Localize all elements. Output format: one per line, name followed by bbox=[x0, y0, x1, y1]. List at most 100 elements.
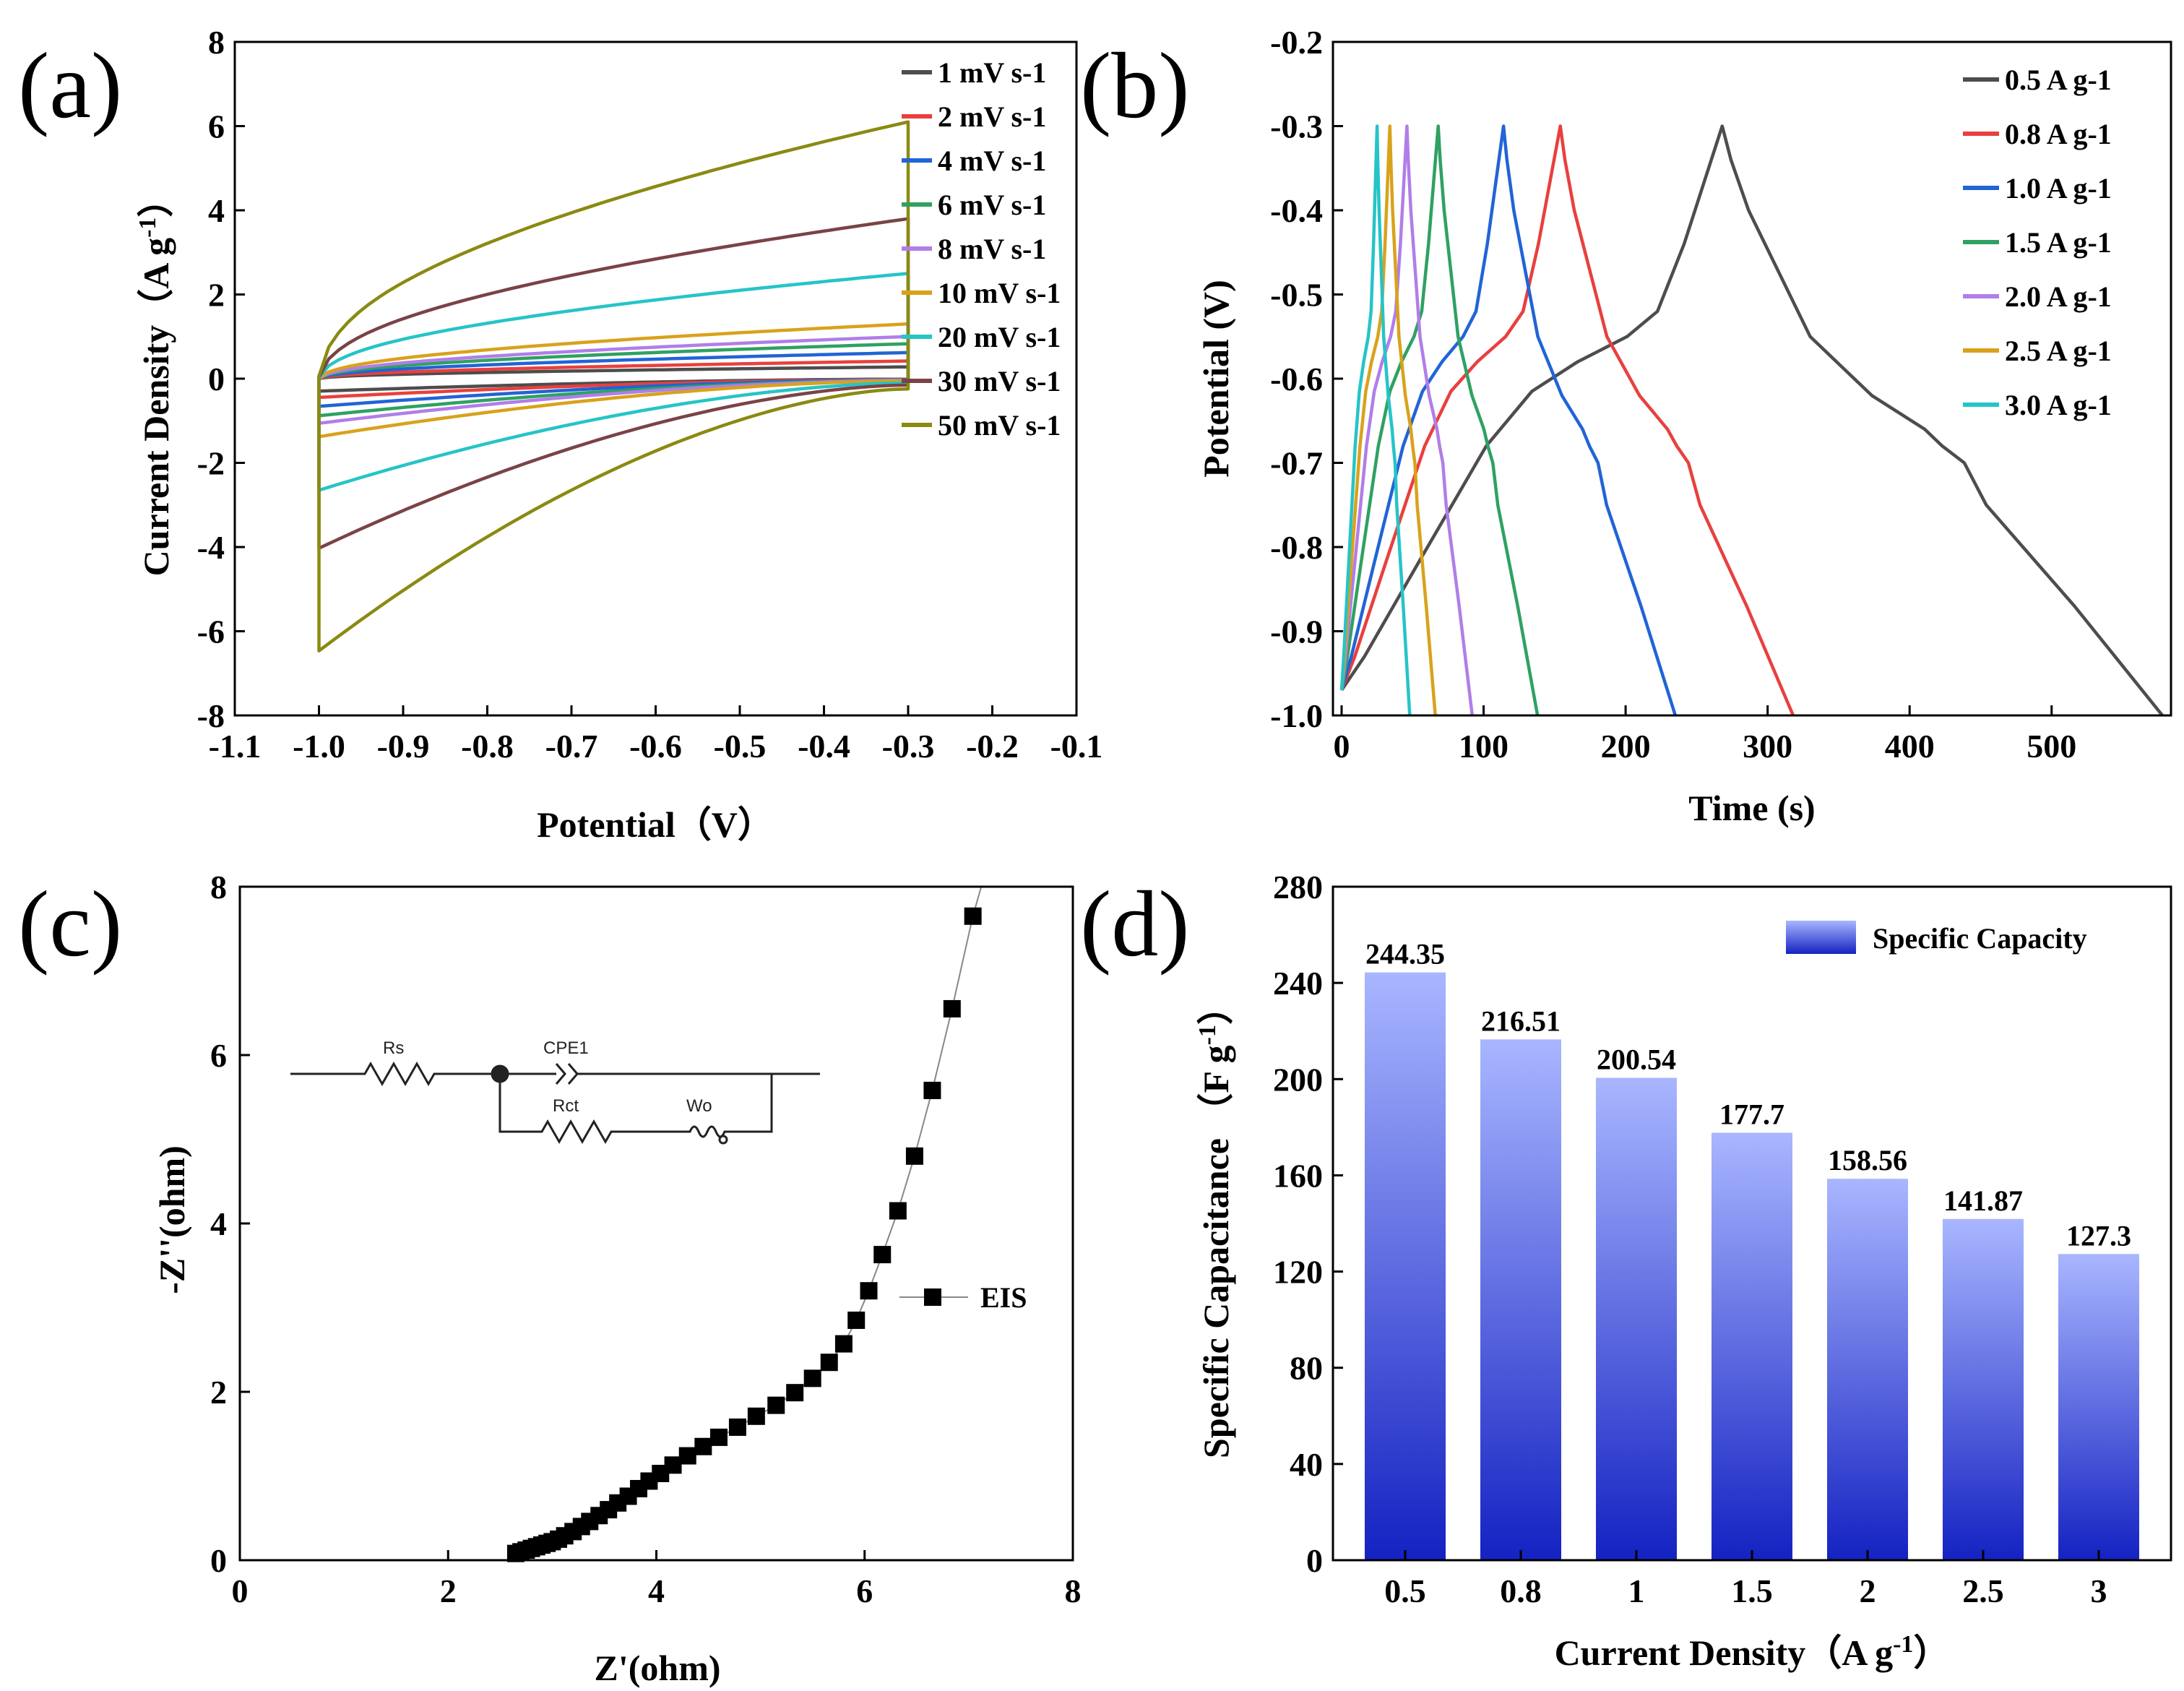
panel-c-x-label: Z'(ohm) bbox=[595, 1648, 721, 1688]
panel-b-legend-text-4: 2.0 A g-1 bbox=[2005, 280, 2112, 313]
panel-d-y-tick-label: 40 bbox=[1290, 1446, 1323, 1483]
warburg-marker bbox=[718, 1135, 728, 1145]
panel-b-y-tick-label: -0.8 bbox=[1270, 529, 1323, 566]
panel-b-letter: (b) bbox=[1080, 34, 1190, 138]
panel-d-x-tick-label: 2.5 bbox=[1962, 1572, 2004, 1609]
panel-c-y-tick-label: 6 bbox=[210, 1037, 227, 1074]
panel-a-legend-text-8: 50 mV s-1 bbox=[938, 409, 1061, 442]
panel-c-x-tick-label: 0 bbox=[232, 1572, 249, 1609]
panel-a-x-tick-label: -1.0 bbox=[293, 728, 345, 765]
bar-value-label-0: 244.35 bbox=[1365, 938, 1445, 971]
panel-c-y-tick-label: 8 bbox=[210, 869, 227, 905]
eis-point-35 bbox=[905, 1147, 923, 1165]
resistor-rs bbox=[290, 1061, 500, 1087]
gcd-curve-2 bbox=[1339, 124, 1678, 716]
panel-d-x-tick-label: 1.5 bbox=[1731, 1572, 1773, 1609]
panel-a-legend-text-6: 20 mV s-1 bbox=[938, 321, 1061, 353]
panel-b-legend: 0.5 A g-1 0.8 A g-1 1.0 A g-1 1.5 A g-1 2.0 … bbox=[1963, 64, 2112, 421]
panel-a-x-tick-label: -0.8 bbox=[461, 728, 514, 765]
panel-b-y-label: Potential (V) bbox=[1196, 280, 1236, 478]
eis-point-21 bbox=[678, 1447, 696, 1465]
panel-b-y-tick-label: -0.6 bbox=[1270, 361, 1323, 397]
panel-a-legend-text-4: 8 mV s-1 bbox=[938, 233, 1046, 265]
panel-a-x-tick-label: -0.5 bbox=[714, 728, 767, 765]
bar-value-label-1: 216.51 bbox=[1481, 1004, 1561, 1037]
panel-b-legend-text-5: 2.5 A g-1 bbox=[2005, 335, 2112, 367]
panel-c-y-tick-label: 0 bbox=[210, 1542, 227, 1579]
panel-b-x-tick-label: 300 bbox=[1743, 728, 1792, 765]
panel-d-legend: Specific Capacity bbox=[1786, 921, 2087, 955]
eis-line bbox=[515, 886, 983, 1554]
eis-point-32 bbox=[860, 1282, 878, 1300]
panel-d-legend-text: Specific Capacity bbox=[1873, 922, 2087, 955]
eis-point-27 bbox=[786, 1384, 804, 1402]
panel-b-legend-text-3: 1.5 A g-1 bbox=[2005, 226, 2112, 259]
panel-c-plot-area bbox=[506, 886, 983, 1562]
panel-c-y-tick-label: 2 bbox=[210, 1374, 227, 1411]
panel-b-plot-area bbox=[1339, 124, 2164, 717]
panel-a-x-tick-label: -0.4 bbox=[798, 728, 850, 765]
panel-b-x-tick-label: 100 bbox=[1459, 728, 1508, 765]
bar-5 bbox=[1943, 1218, 2024, 1560]
panel-d-plot-area: 244.35 216.51 200.54 177.7 158.56 141.87 127.3 bbox=[1365, 938, 2139, 1560]
panel-a-legend-text-5: 10 mV s-1 bbox=[938, 277, 1061, 309]
panel-c-legend-marker bbox=[924, 1288, 941, 1306]
panel-a-y-label: Current Density（A g-1） bbox=[134, 181, 176, 577]
panel-b-x-label: Time (s) bbox=[1688, 788, 1815, 828]
panel-a-y-tick-label: 6 bbox=[208, 108, 225, 145]
eis-point-20 bbox=[664, 1456, 682, 1474]
eis-point-29 bbox=[820, 1354, 838, 1372]
panel-a-legend-text-2: 4 mV s-1 bbox=[938, 145, 1046, 177]
panel-b-x-tick-label: 0 bbox=[1334, 728, 1350, 765]
eis-point-30 bbox=[834, 1335, 853, 1353]
eis-point-22 bbox=[694, 1437, 712, 1455]
panel-b-y-tick-label: -0.7 bbox=[1270, 445, 1323, 482]
resistor-rct-warburg bbox=[498, 1074, 773, 1145]
panel-d-legend-swatch bbox=[1786, 921, 1856, 954]
panel-a-plot-area bbox=[317, 120, 910, 653]
panel-a-x-tick-label: -0.7 bbox=[545, 728, 598, 765]
panel-a-y-tick-label: 8 bbox=[208, 24, 225, 61]
eis-point-23 bbox=[709, 1428, 728, 1446]
panel-b-x-tick-label: 500 bbox=[2027, 728, 2076, 765]
panel-a-y-tick-label: -8 bbox=[197, 697, 225, 734]
panel-d-y-tick-label: 280 bbox=[1273, 869, 1323, 905]
panel-d-y-label: Specific Capacitance （F g-1） bbox=[1194, 989, 1236, 1458]
panel-d-x-label: Current Density（A g-1） bbox=[1555, 1631, 1950, 1673]
panel-c-legend: EIS bbox=[899, 1281, 1027, 1314]
circuit-label-cpe1: CPE1 bbox=[543, 1038, 589, 1058]
equivalent-circuit-inset bbox=[290, 1061, 820, 1145]
panel-a-x-tick-label: -0.6 bbox=[629, 728, 682, 765]
panel-d-y-tick-label: 240 bbox=[1273, 965, 1323, 1002]
panel-a-y-tick-label: -6 bbox=[197, 614, 225, 650]
panel-d-y-tick-label: 120 bbox=[1273, 1254, 1323, 1291]
cv-curve-8 bbox=[317, 120, 910, 653]
gcd-curve-4 bbox=[1339, 124, 1475, 716]
circuit-label-rs: Rs bbox=[383, 1038, 404, 1058]
panel-b-y-tick-label: -0.4 bbox=[1270, 192, 1323, 229]
bar-value-label-5: 141.87 bbox=[1943, 1184, 2023, 1217]
panel-d-y-tick-label: 0 bbox=[1306, 1542, 1323, 1579]
panel-a-x-tick-label: -0.2 bbox=[966, 728, 1019, 765]
panel-b-y-ticks: -0.2 -0.3 -0.4 -0.5 -0.6 -0.7 -0.8 -0.9 -1.0 bbox=[1270, 24, 1343, 734]
panel-c-x-tick-label: 6 bbox=[856, 1572, 873, 1609]
panel-c-legend-text: EIS bbox=[980, 1281, 1027, 1314]
bar-0 bbox=[1365, 972, 1446, 1560]
panel-d-x-tick-label: 1 bbox=[1628, 1572, 1645, 1609]
panel-a-legend-text-7: 30 mV s-1 bbox=[938, 365, 1061, 397]
panel-d-y-ticks: 280 240 200 160 120 80 40 0 bbox=[1273, 869, 1343, 1579]
gcd-curve-3 bbox=[1339, 124, 1540, 716]
panel-d-x-tick-label: 3 bbox=[2091, 1572, 2107, 1609]
panel-b-y-tick-label: -1.0 bbox=[1270, 697, 1323, 734]
panel-a-legend-text-3: 6 mV s-1 bbox=[938, 189, 1046, 221]
panel-c: (c) 0 2 4 6 8 8 6 4 2 0 Z'(ohm) -Z''(ohm) Rs CPE… bbox=[18, 869, 1082, 1688]
cpe-element bbox=[500, 1063, 820, 1085]
panel-a-y-tick-label: 2 bbox=[208, 277, 225, 314]
bar-value-label-6: 127.3 bbox=[2066, 1219, 2131, 1252]
gcd-curve-5 bbox=[1339, 124, 1437, 716]
panel-b-legend-text-6: 3.0 A g-1 bbox=[2005, 389, 2112, 421]
bar-1 bbox=[1480, 1039, 1561, 1560]
eis-point-33 bbox=[873, 1246, 892, 1264]
bar-6 bbox=[2058, 1254, 2139, 1560]
panel-a-y-tick-label: 0 bbox=[208, 361, 225, 397]
